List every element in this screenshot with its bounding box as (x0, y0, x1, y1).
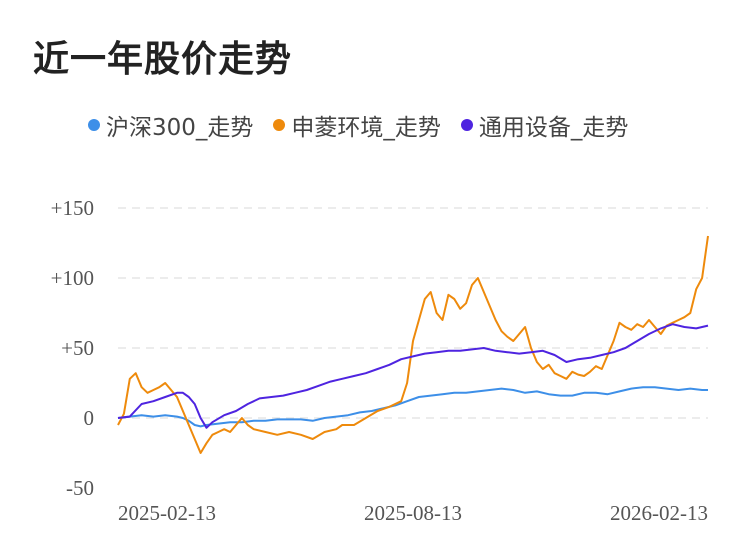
legend-dot-hs300 (88, 119, 100, 131)
legend-item-shenling[interactable]: 申菱环境_走势 (273, 108, 441, 142)
legend-label-general-equipment: 通用设备_走势 (478, 115, 629, 141)
x-tick-label: 2026-02-13 (610, 501, 708, 525)
legend-label-hs300: 沪深300_走势 (106, 115, 254, 141)
series-line-0[interactable] (117, 386, 708, 428)
y-tick-label: +150 (51, 196, 94, 220)
legend-item-general-equipment[interactable]: 通用设备_走势 (460, 108, 629, 142)
legend-label-shenling: 申菱环境_走势 (291, 115, 441, 141)
legend-dot-general-equipment (460, 119, 473, 131)
legend-dot-shenling (273, 119, 286, 131)
y-tick-label: +100 (51, 266, 94, 290)
x-tick-label: 2025-02-13 (118, 501, 216, 525)
chart-legend: 沪深300_走势 申菱环境_走势 通用设备_走势 (88, 108, 648, 142)
y-tick-label: -50 (66, 476, 94, 500)
chart-title: 近一年股价走势 (33, 39, 293, 80)
series-line-1[interactable] (117, 235, 709, 454)
y-tick-label: 0 (84, 406, 95, 430)
y-tick-label: +50 (61, 336, 94, 360)
x-tick-label: 2025-08-13 (364, 501, 462, 525)
series-line-2[interactable] (117, 323, 709, 429)
legend-item-hs300[interactable]: 沪深300_走势 (88, 108, 253, 142)
